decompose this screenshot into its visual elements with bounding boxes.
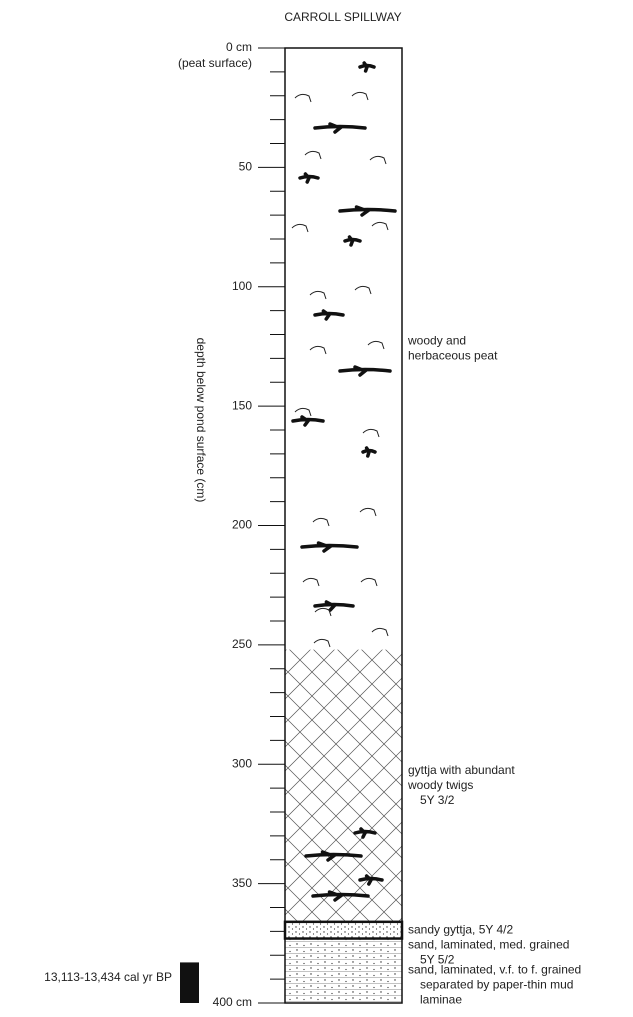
tick-label: 250 [232,637,252,651]
plant-fragment [360,577,378,587]
layer-description: herbaceous peat [408,348,498,362]
plant-fragment [309,290,327,300]
tick-label: 400 cm [213,995,252,1009]
plant-fragment [312,517,330,527]
twig [300,541,359,553]
plant-fragment [291,223,309,233]
layer-description: 5Y 5/2 [420,953,455,967]
plant-fragment [302,577,320,587]
layer-description: woody twigs [407,778,473,792]
layer-description: gyttja with abundant [408,763,515,777]
layer-description: sand, laminated, med. grained [408,938,569,952]
plant-fragment [367,340,385,350]
plant-fragment [294,93,312,103]
plant-fragment [294,407,312,417]
twig [338,365,392,377]
twig [313,122,367,134]
plant-fragment [359,507,377,517]
twig [298,172,320,184]
plant-fragment [354,285,372,295]
axis-label: depth below pond surface (cm) [194,338,208,503]
twig [361,446,377,458]
layer [285,967,402,1003]
plant-fragment [369,155,387,165]
layer-description: sandy gyttja, 5Y 4/2 [408,922,514,936]
twig [343,235,362,247]
plant-fragment [314,607,332,617]
layer [285,48,402,650]
layer-description: 5Y 3/2 [420,793,455,807]
plant-fragment [371,627,389,637]
twig [358,61,376,73]
twig [353,827,377,839]
plant-fragment [309,345,327,355]
twig [338,205,397,217]
twig [313,600,355,612]
tick-label: 350 [232,876,252,890]
tick-label: 150 [232,398,252,412]
date-bar [180,962,199,1003]
surface-note: (peat surface) [178,56,252,70]
tick-label: 100 [232,279,252,293]
layer-description: woody and [407,333,466,347]
layer-description: sand, laminated, v.f. to f. grained [408,962,581,976]
plant-fragment [351,91,369,101]
title: CARROLL SPILLWAY [284,10,401,24]
twig [358,874,384,886]
plant-fragment [362,428,380,438]
layer [283,920,404,940]
layer-description: laminae [420,992,462,1006]
tick-label: 0 cm [226,40,252,54]
tick-label: 200 [232,518,252,532]
plant-fragment [304,150,322,160]
tick-label: 300 [232,756,252,770]
twig [304,850,363,862]
twig [291,415,325,427]
layer [285,649,402,922]
plant-fragment [371,221,389,231]
layer-description: separated by paper-thin mud [420,977,573,991]
layer [285,938,402,968]
tick-label: 50 [239,160,253,174]
date-label: 13,113-13,434 cal yr BP [44,970,172,984]
plant-fragment [313,638,331,648]
twig [311,890,370,902]
twig [313,309,345,321]
